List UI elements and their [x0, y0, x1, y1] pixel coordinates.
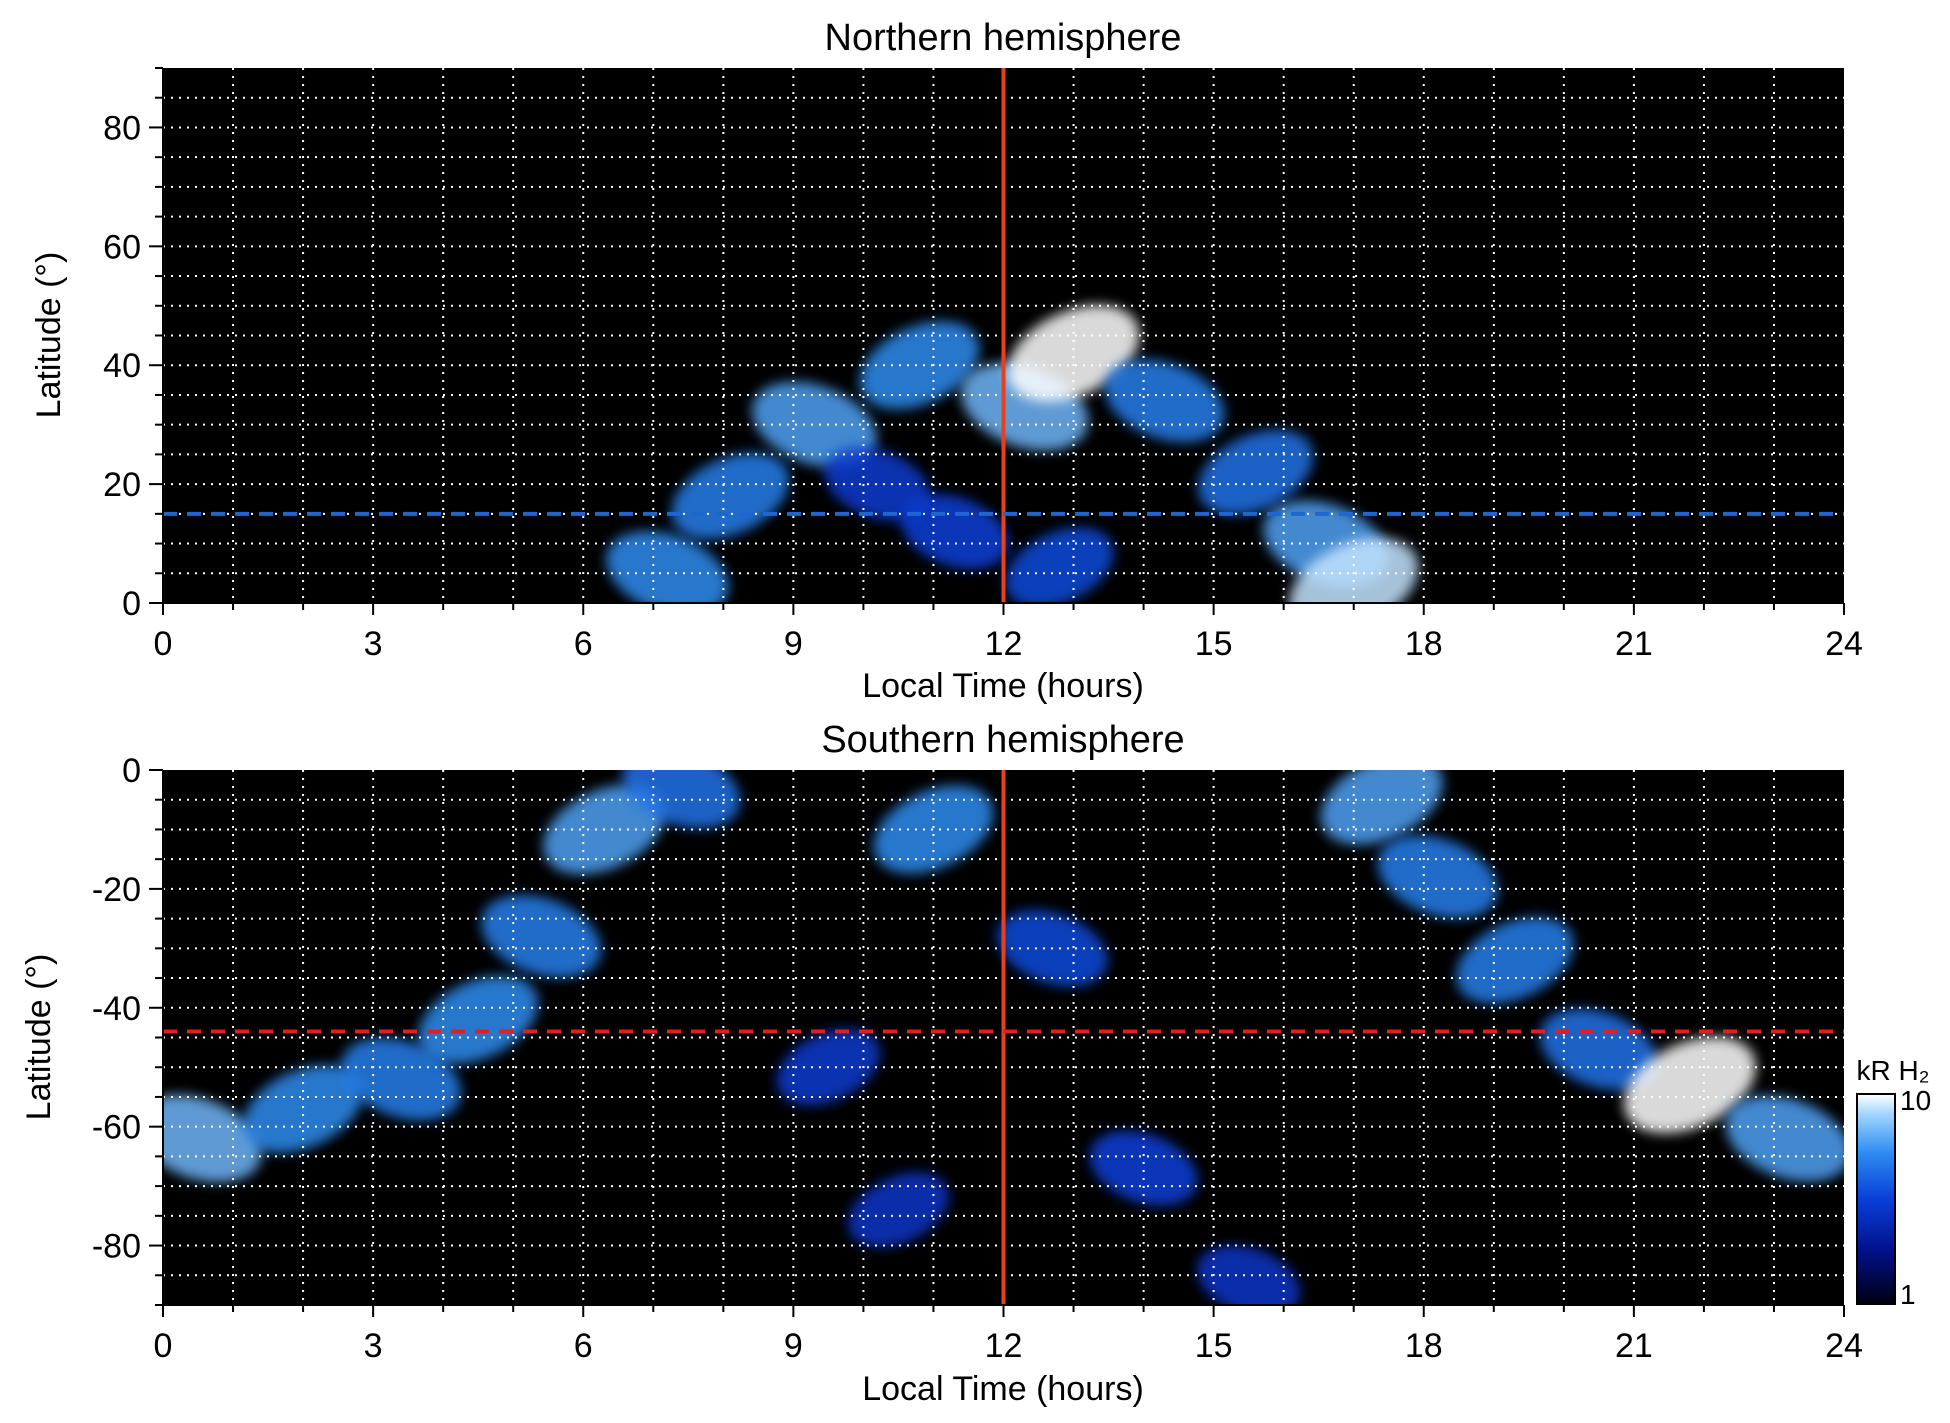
emission-blob	[1289, 537, 1419, 603]
emission-blob	[1725, 1095, 1844, 1182]
x-tick-label: 0	[154, 625, 173, 663]
x-tick-label: 9	[784, 1327, 803, 1365]
emission-blob	[163, 1094, 262, 1183]
x-tick-label: 3	[364, 625, 383, 663]
y-tick-label: 0	[122, 752, 141, 790]
x-tick-label: 9	[784, 625, 803, 663]
y-tick-label: -80	[92, 1228, 141, 1266]
emission-blob	[418, 975, 539, 1064]
emission-blob	[859, 321, 980, 410]
northern-reference-lines	[163, 68, 1844, 603]
emission-blob	[1624, 1036, 1756, 1134]
southern-panel-title: Southern hemisphere	[821, 719, 1184, 761]
northern-grid	[163, 68, 1844, 603]
northern-x-axis-title: Local Time (hours)	[862, 667, 1144, 705]
emission-blob	[1320, 770, 1443, 845]
emission-blob	[1455, 916, 1574, 1004]
emission-blob	[1539, 1008, 1658, 1091]
x-tick-label: 12	[985, 625, 1023, 663]
x-tick-label: 12	[985, 1327, 1023, 1365]
y-tick-label: 40	[103, 347, 141, 385]
x-tick-label: 18	[1405, 625, 1443, 663]
emission-blob	[1007, 305, 1140, 402]
emission-blob	[1005, 527, 1114, 603]
colorbar-gradient	[1856, 1093, 1896, 1305]
y-tick-label: 60	[103, 228, 141, 266]
emission-blob	[622, 770, 741, 829]
southern-panel: Southern hemisphere 0 3 6 9 12 15 18 21 24 0 -20 -4…	[20, 719, 1863, 1408]
southern-emission-layer	[163, 770, 1844, 1305]
southern-axes: 0 3 6 9 12 15 18 21 24 0 -20 -40 -60 -80	[92, 752, 1863, 1365]
emission-blob	[341, 1037, 462, 1121]
northern-panel: Northern hemisphere 0 3 6 9 12 15 18 21 24 0 20 40 6…	[30, 17, 1863, 705]
southern-y-axis-title: Latitude (°)	[20, 954, 58, 1121]
x-tick-label: 6	[574, 625, 593, 663]
emission-blob	[1377, 835, 1498, 919]
y-tick-label: 0	[122, 585, 141, 623]
northern-panel-title: Northern hemisphere	[825, 17, 1182, 59]
northern-axes: 0 3 6 9 12 15 18 21 24 0 20 40 60 80	[103, 67, 1863, 663]
emission-blob	[751, 381, 877, 468]
southern-x-axis-title: Local Time (hours)	[862, 1370, 1144, 1408]
emission-blob	[873, 785, 994, 874]
colorbar-title: kR H₂	[1856, 1055, 1929, 1086]
x-tick-label: 0	[154, 1327, 173, 1365]
colorbar-min-label: 1	[1900, 1279, 1916, 1310]
northern-y-axis-title: Latitude (°)	[30, 252, 68, 419]
x-tick-label: 15	[1195, 625, 1233, 663]
emission-blob	[1104, 359, 1225, 443]
x-tick-label: 18	[1405, 1327, 1443, 1365]
emission-blob	[824, 447, 931, 521]
x-tick-label: 24	[1825, 625, 1863, 663]
x-tick-label: 21	[1615, 1327, 1653, 1365]
southern-reference-lines	[163, 770, 1844, 1305]
emission-blob	[1196, 1245, 1301, 1305]
x-tick-label: 3	[364, 1327, 383, 1365]
emission-blob	[847, 1172, 950, 1248]
emission-blob	[671, 452, 790, 540]
y-tick-label: -40	[92, 990, 141, 1028]
colorbar-max-label: 10	[1900, 1085, 1931, 1116]
y-tick-label: 20	[103, 466, 141, 504]
y-tick-label: 80	[103, 109, 141, 147]
x-tick-label: 24	[1825, 1327, 1863, 1365]
emission-blob	[243, 1064, 364, 1153]
y-tick-label: -60	[92, 1109, 141, 1147]
x-tick-label: 21	[1615, 625, 1653, 663]
y-tick-label: -20	[92, 871, 141, 909]
x-tick-label: 15	[1195, 1327, 1233, 1365]
colorbar: kR H₂ 10 1	[1856, 1055, 1931, 1310]
x-tick-label: 6	[574, 1327, 593, 1365]
northern-emission-layer	[605, 305, 1419, 603]
emission-blob	[481, 894, 602, 978]
